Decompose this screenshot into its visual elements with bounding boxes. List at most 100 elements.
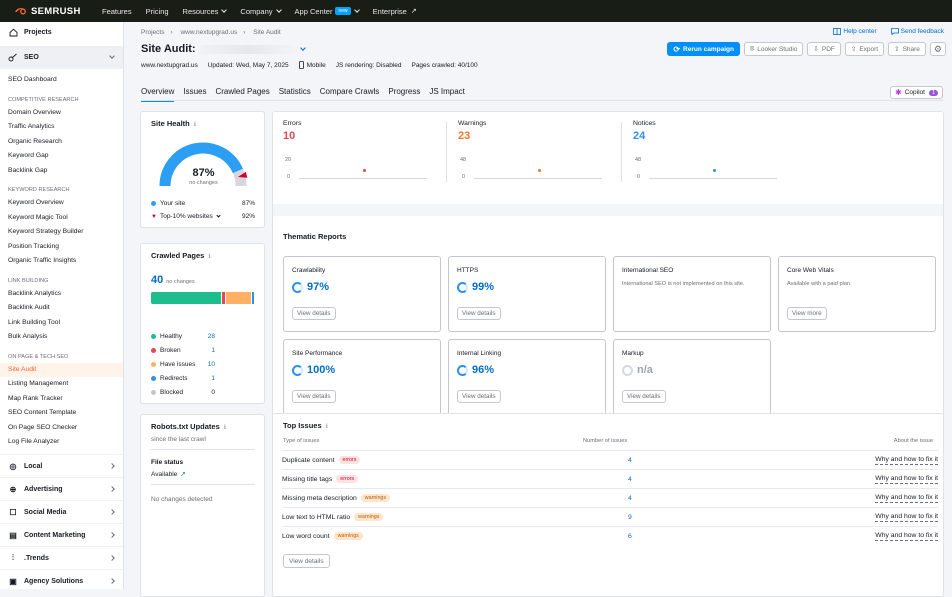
legend-redirects[interactable]: Redirects 1 [151, 375, 215, 382]
topnav-enterprise[interactable]: Enterprise ↗ [373, 7, 417, 16]
sidebar-projects[interactable]: Projects [0, 22, 123, 42]
thematic-card-button[interactable]: View details [292, 307, 336, 320]
tab-statistics[interactable]: Statistics [278, 87, 311, 96]
semrush-logo[interactable]: SEMRUSH [14, 6, 102, 17]
sidebar-item-backlink-audit[interactable]: Backlink Audit [8, 304, 50, 311]
sidebar-category-agency-solutions[interactable]: ▣ Agency Solutions [0, 569, 123, 592]
thematic-card-https[interactable]: HTTPS 99% View details [448, 256, 606, 332]
sidebar-item-organic-traffic-insights[interactable]: Organic Traffic Insights [8, 257, 77, 264]
issue-row[interactable]: Missing meta description warnings 4 Why and… [282, 488, 938, 507]
issue-row[interactable]: Duplicate content errors 4 Why and how to f… [282, 450, 938, 469]
sidebar-item-position-tracking[interactable]: Position Tracking [8, 242, 59, 250]
sidebar-item-bulk-analysis[interactable]: Bulk Analysis [8, 333, 48, 340]
thematic-card-crawlability[interactable]: Crawlability 97% View details [283, 256, 441, 332]
thematic-card-button[interactable]: View details [457, 390, 501, 403]
metric-value[interactable]: 24 [633, 130, 646, 142]
sidebar-category-trends[interactable]: ⫶ .Trends [0, 546, 123, 569]
info-icon[interactable]: ℹ [223, 425, 227, 431]
sidebar-item-keyword-magic-tool[interactable]: Keyword Magic Tool [8, 213, 68, 221]
sidebar-item-backlink-gap[interactable]: Backlink Gap [8, 166, 48, 174]
thematic-card-button[interactable]: View more [787, 307, 827, 320]
issue-name[interactable]: Missing meta description [282, 494, 357, 502]
legend-value[interactable]: 0 [211, 389, 215, 396]
looker-studio-button[interactable]: ⦻ Looker Studio [743, 42, 804, 56]
sidebar-item-keyword-gap[interactable]: Keyword Gap [8, 152, 49, 159]
legend-value[interactable]: 10 [207, 361, 215, 368]
legend-top10[interactable]: ▼ Top-10% websites 92% [151, 213, 255, 220]
metric-value[interactable]: 23 [458, 130, 471, 142]
thematic-card-button[interactable]: View details [292, 390, 336, 403]
legend-value[interactable]: 28 [207, 333, 215, 340]
bar-segment-have-issues[interactable] [225, 292, 251, 304]
issue-row[interactable]: Low word count warnings 6 Why and how to fi… [282, 526, 938, 545]
sidebar-item-domain-overview[interactable]: Domain Overview [8, 108, 61, 116]
copilot-button[interactable]: ✱ Copilot 1 [890, 86, 943, 99]
legend-healthy[interactable]: Healthy 28 [151, 333, 215, 340]
breadcrumb-domain[interactable]: www.nextupgrad.us [180, 29, 238, 36]
issue-fix-link[interactable]: Why and how to fix it [875, 475, 938, 484]
bar-segment-healthy[interactable] [151, 292, 221, 304]
issue-count[interactable]: 6 [628, 532, 632, 540]
issue-fix-link[interactable]: Why and how to fix it [875, 532, 938, 541]
crawled-total-value[interactable]: 40 [151, 274, 164, 286]
pdf-button[interactable]: ⇩ PDF [807, 42, 841, 56]
issue-count[interactable]: 4 [628, 456, 632, 464]
thematic-card-core-web-vitals[interactable]: Core Web Vitals Available with a paid pla… [778, 256, 936, 332]
bar-segment-redirects[interactable] [251, 292, 254, 304]
info-icon[interactable]: ℹ [208, 254, 211, 260]
view-details-button[interactable]: View details [283, 554, 330, 568]
tab-issues[interactable]: Issues [183, 87, 207, 96]
issue-count[interactable]: 4 [628, 475, 632, 483]
settings-button[interactable]: ⚙ [929, 42, 946, 56]
issue-count[interactable]: 4 [628, 494, 632, 502]
sidebar-category-content-marketing[interactable]: ▤ Content Marketing [0, 523, 123, 546]
tab-js-impact[interactable]: JS Impact [429, 87, 465, 96]
metric-value[interactable]: 10 [283, 130, 296, 142]
thematic-card-button[interactable]: View details [457, 307, 501, 320]
share-button[interactable]: ⇪ Share [888, 42, 926, 56]
bar-segment-broken[interactable] [222, 292, 225, 304]
sidebar-seo[interactable]: SEO [0, 46, 123, 69]
topnav-app-center[interactable]: App Center new [295, 7, 360, 16]
send-feedback-link[interactable]: Send feedback [890, 28, 944, 35]
tab-progress[interactable]: Progress [388, 87, 421, 96]
issue-row[interactable]: Missing title tags errors 4 Why and how to … [282, 469, 938, 488]
metric-notices[interactable]: Notices 24 48 0 [633, 120, 793, 210]
tab-crawled-pages[interactable]: Crawled Pages [215, 87, 270, 96]
topnav-company[interactable]: Company [240, 7, 282, 16]
thematic-card-site-performance[interactable]: Site Performance 100% View details [283, 339, 441, 415]
issue-name[interactable]: Missing title tags [282, 475, 333, 483]
sidebar-item-map-rank-tracker[interactable]: Map Rank Tracker [8, 394, 63, 402]
issue-name[interactable]: Low text to HTML ratio [282, 513, 351, 521]
thematic-card-internal-linking[interactable]: Internal Linking 96% View details [448, 339, 606, 415]
topnav-resources[interactable]: Resources [183, 7, 228, 16]
rerun-campaign-button[interactable]: ⟳ Rerun campaign [667, 42, 740, 56]
sidebar-item-on-page-seo-checker[interactable]: On Page SEO Checker [8, 423, 78, 431]
thematic-card-international-seo[interactable]: International SEO International SEO is no… [613, 256, 771, 332]
sidebar-item-keyword-strategy-builder[interactable]: Keyword Strategy Builder [8, 228, 84, 235]
legend-broken[interactable]: Broken 1 [151, 347, 215, 354]
issue-fix-link[interactable]: Why and how to fix it [875, 456, 938, 465]
info-icon[interactable]: ℹ [325, 424, 328, 430]
legend-value[interactable]: 1 [211, 347, 215, 354]
legend-have-issues[interactable]: Have issues 10 [151, 361, 215, 368]
tab-compare-crawls[interactable]: Compare Crawls [319, 87, 380, 96]
sidebar-item-organic-research[interactable]: Organic Research [8, 137, 62, 145]
help-center-link[interactable]: Help center [833, 28, 877, 35]
sidebar-item-keyword-overview[interactable]: Keyword Overview [8, 199, 64, 206]
legend-blocked[interactable]: Blocked 0 [151, 389, 215, 396]
external-link-icon[interactable]: ↗ [180, 471, 186, 478]
metric-errors[interactable]: Errors 10 20 0 [283, 120, 443, 210]
legend-value[interactable]: 1 [211, 375, 215, 382]
sidebar-item-seo-content-template[interactable]: SEO Content Template [8, 409, 77, 416]
sidebar-item-backlink-analytics[interactable]: Backlink Analytics [8, 289, 62, 297]
sidebar-item-link-building-tool[interactable]: Link Building Tool [8, 318, 60, 326]
export-button[interactable]: ⇧ Export [844, 42, 885, 56]
project-dropdown-icon[interactable] [299, 45, 306, 51]
issue-name[interactable]: Duplicate content [282, 456, 335, 464]
topnav-features[interactable]: Features [102, 7, 132, 16]
issue-name[interactable]: Low word count [282, 532, 330, 540]
sidebar-category-social-media[interactable]: ☐ Social Media [0, 500, 123, 523]
breadcrumb-projects[interactable]: Projects [141, 29, 165, 36]
sidebar-item-log-file-analyzer[interactable]: Log File Analyzer [8, 438, 60, 445]
